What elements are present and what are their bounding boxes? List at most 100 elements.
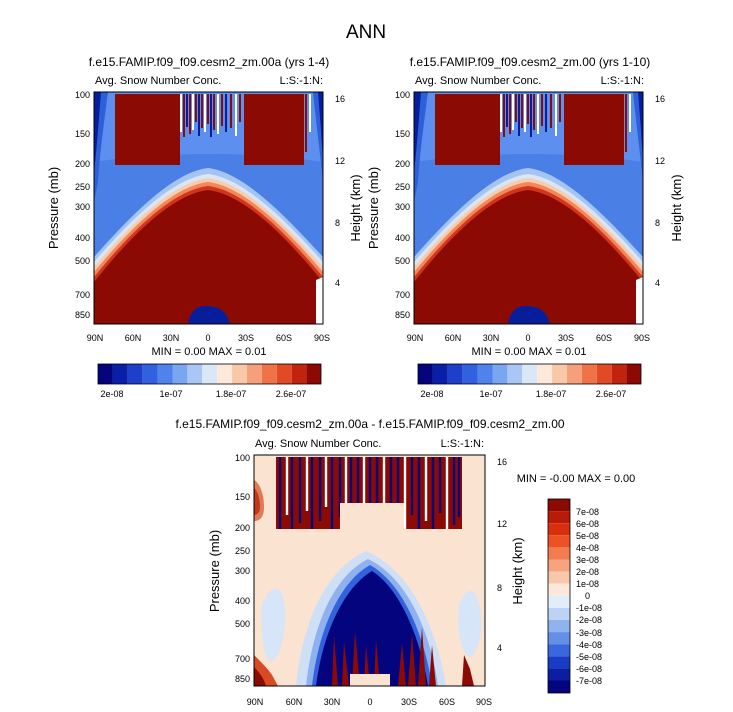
panel-2-colorbar bbox=[417, 363, 642, 385]
ytick-label: 300 bbox=[395, 202, 410, 212]
colorbar-label: -6e-08 bbox=[576, 664, 602, 674]
colorbar-swatch bbox=[548, 620, 570, 633]
left-edge-red-core bbox=[254, 488, 260, 515]
upper-red-block-left bbox=[115, 94, 180, 165]
xtick-label: 90N bbox=[407, 333, 424, 343]
colorbar-label: 2e-08 bbox=[420, 389, 443, 399]
colorbar-label: 2e-08 bbox=[576, 567, 599, 577]
right-edge-dark bbox=[318, 92, 323, 162]
ytick-label: 200 bbox=[395, 159, 410, 169]
cloud-gap bbox=[340, 503, 404, 529]
right-edge-white-notch bbox=[636, 277, 643, 324]
colorbar-label: 1e-07 bbox=[479, 389, 502, 399]
y2tick-label: 16 bbox=[497, 457, 507, 467]
ytick-label: 500 bbox=[395, 256, 410, 266]
xtick-label: 30N bbox=[483, 333, 500, 343]
ytick-label: 700 bbox=[235, 654, 250, 664]
colorbar-swatch bbox=[187, 364, 203, 384]
xtick-label: 90S bbox=[634, 333, 650, 343]
plot-border bbox=[93, 91, 324, 325]
ytick-label: 250 bbox=[235, 546, 250, 556]
colorbar-swatch bbox=[202, 364, 218, 384]
panel-1-y2ticks: 16 12 8 4 bbox=[335, 94, 345, 288]
colorbar-swatch bbox=[522, 364, 538, 384]
ytick-label: 500 bbox=[235, 619, 250, 629]
ytick-label: 150 bbox=[75, 129, 90, 139]
panel-3-y2ticks: 16 12 8 4 bbox=[497, 457, 507, 653]
colorbar-label: 3e-08 bbox=[576, 555, 599, 565]
xtick-label: 0 bbox=[525, 333, 530, 343]
colorbar-label: 2.6e-07 bbox=[276, 389, 307, 399]
y2tick-label: 12 bbox=[655, 156, 665, 166]
colorbar-label: 0 bbox=[585, 591, 590, 601]
xtick-label: 30S bbox=[238, 333, 254, 343]
panel-3-colorbar bbox=[547, 498, 571, 694]
colorbar-swatch bbox=[418, 364, 433, 384]
xtick-label: 90N bbox=[247, 697, 264, 707]
colorbar-border bbox=[417, 363, 642, 385]
ytick-label: 150 bbox=[395, 129, 410, 139]
colorbar-swatch bbox=[626, 364, 641, 384]
colorbar-label: 2e-08 bbox=[100, 389, 123, 399]
xtick-label: 0 bbox=[367, 697, 372, 707]
ytick-label: 200 bbox=[75, 159, 90, 169]
colorbar-swatch bbox=[462, 364, 478, 384]
xtick-label: 90S bbox=[314, 333, 330, 343]
panel-3-colorbar-labels: 7e-08 6e-08 5e-08 4e-08 3e-08 2e-08 1e-0… bbox=[576, 507, 602, 686]
panel-2: f.e15.FAMIP.f09_f09.cesm2_zm.00 (yrs 1-1… bbox=[366, 55, 684, 399]
panel-3-yticks: 100 150 200 250 300 400 500 700 850 bbox=[235, 453, 250, 684]
panel-3-ylabel: Pressure (mb) bbox=[207, 530, 222, 612]
left-edge-dark bbox=[414, 92, 421, 172]
panel-3-plot-area bbox=[253, 454, 486, 687]
ytick-label: 500 bbox=[75, 256, 90, 266]
y2tick-label: 8 bbox=[655, 218, 660, 228]
colorbar-swatch bbox=[611, 364, 627, 384]
panel-1-xticks: 90N 60N 30N 0 30S 60S 90S bbox=[87, 333, 330, 343]
panel-1-subtitle-left: Avg. Snow Number Conc. bbox=[95, 75, 221, 87]
colorbar-swatch bbox=[232, 364, 247, 384]
y2tick-label: 4 bbox=[335, 278, 340, 288]
colorbar-label: 1e-07 bbox=[159, 389, 182, 399]
ytick-label: 300 bbox=[235, 566, 250, 576]
colorbar-swatch bbox=[172, 364, 188, 384]
lower-dark-red-dome bbox=[414, 190, 643, 324]
colorbar-swatch bbox=[548, 656, 570, 669]
colorbar-swatch bbox=[548, 547, 570, 560]
panel-2-title: f.e15.FAMIP.f09_f09.cesm2_zm.00 (yrs 1-1… bbox=[410, 55, 651, 69]
panel-2-xticks: 90N 60N 30N 0 30S 60S 90S bbox=[407, 333, 650, 343]
panel-3: f.e15.FAMIP.f09_f09.cesm2_zm.00a - f.e15… bbox=[175, 417, 635, 707]
colorbar-label: -3e-08 bbox=[576, 628, 602, 638]
panel-1-plot-area bbox=[93, 91, 324, 325]
ytick-label: 150 bbox=[235, 492, 250, 502]
colorbar-swatch bbox=[581, 364, 597, 384]
colorbar-label: 6e-08 bbox=[576, 519, 599, 529]
y2tick-label: 4 bbox=[497, 643, 502, 653]
panel-1: f.e15.FAMIP.f09_f09.cesm2_zm.00a (yrs 1-… bbox=[46, 55, 363, 399]
colorbar-swatch bbox=[548, 583, 570, 596]
panel-1-ylabel: Pressure (mb) bbox=[46, 167, 61, 249]
colorbar-swatch bbox=[477, 364, 493, 384]
colorbar-label: -4e-08 bbox=[576, 640, 602, 650]
upper-red-block-right bbox=[244, 94, 304, 165]
y2tick-label: 8 bbox=[497, 583, 502, 593]
colorbar-swatch bbox=[548, 644, 570, 657]
xtick-label: 60N bbox=[286, 697, 303, 707]
xtick-label: 60N bbox=[445, 333, 462, 343]
panel-1-colorbar bbox=[97, 363, 322, 385]
surface-red-left-dark bbox=[254, 667, 266, 686]
ytick-label: 400 bbox=[395, 233, 410, 243]
colorbar-label: 5e-08 bbox=[576, 531, 599, 541]
colorbar-swatch bbox=[548, 523, 570, 536]
y2tick-label: 12 bbox=[335, 156, 345, 166]
xtick-label: 90N bbox=[87, 333, 104, 343]
surface-pale-strip bbox=[350, 674, 390, 686]
panel-3-xticks: 90N 60N 30N 0 30S 60S 90S bbox=[247, 697, 492, 707]
panel-2-plot-area bbox=[413, 91, 644, 325]
colorbar-swatch bbox=[548, 632, 570, 645]
right-pale-blue-patch bbox=[458, 590, 482, 657]
panel-3-title: f.e15.FAMIP.f09_f09.cesm2_zm.00a - f.e15… bbox=[175, 417, 564, 431]
panel-2-subtitle-right: L:S:-1:N: bbox=[601, 75, 644, 87]
surface-red-right bbox=[462, 655, 474, 686]
panel-3-min-max: MIN = -0.00 MAX = 0.00 bbox=[517, 473, 636, 485]
